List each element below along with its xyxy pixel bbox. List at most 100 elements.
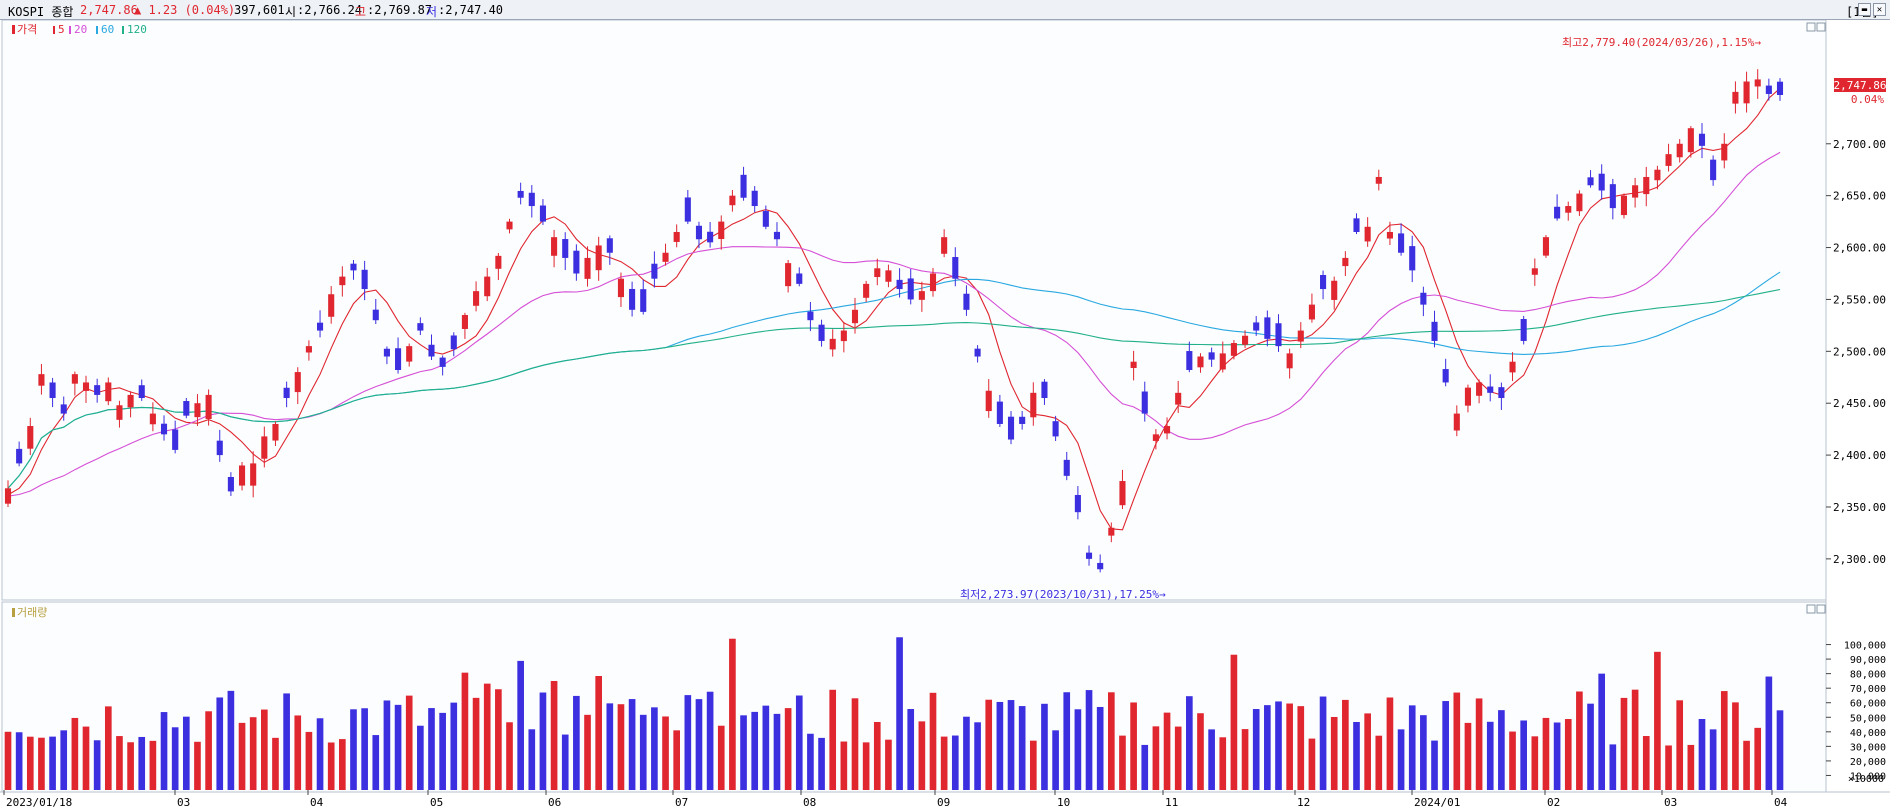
candle-body bbox=[684, 197, 691, 222]
pane-minimize-icon[interactable] bbox=[1806, 22, 1816, 32]
candle-body bbox=[1620, 195, 1628, 216]
candle-body bbox=[1476, 382, 1483, 396]
candle-body bbox=[1297, 330, 1304, 342]
price-tick-label: 2,550.00 bbox=[1833, 293, 1886, 306]
candle-body bbox=[1531, 268, 1538, 275]
ma-line-ma5 bbox=[7, 87, 1781, 531]
candle-body bbox=[751, 190, 758, 207]
candle-body bbox=[595, 245, 602, 271]
legend-swatch-ma5 bbox=[53, 26, 55, 34]
candle-body bbox=[929, 273, 937, 292]
volume-bar bbox=[1063, 692, 1071, 790]
candle-body bbox=[305, 346, 312, 353]
volume-bar bbox=[1620, 697, 1628, 790]
candle-body bbox=[1453, 413, 1460, 431]
x-tick-label: 06 bbox=[548, 796, 561, 809]
volume-bar bbox=[595, 676, 602, 790]
candle-body bbox=[1052, 421, 1059, 437]
candle-body bbox=[272, 423, 279, 441]
volume-bar bbox=[461, 672, 469, 790]
volume-legend: 거래량 bbox=[12, 606, 47, 619]
volume-bar bbox=[1420, 715, 1427, 790]
volume-bar bbox=[116, 736, 123, 790]
volume-tick-label: 10,000 bbox=[1850, 771, 1886, 782]
candle-body bbox=[1375, 176, 1382, 184]
legend-swatch-ma120 bbox=[122, 26, 124, 34]
price-tick-label: 2,450.00 bbox=[1833, 397, 1886, 410]
volume-bar bbox=[1286, 703, 1293, 790]
candle-body bbox=[952, 257, 959, 279]
candle-body bbox=[1509, 361, 1516, 373]
candle-body bbox=[1108, 527, 1115, 536]
volume-bar bbox=[294, 715, 302, 790]
candle-body bbox=[573, 250, 580, 274]
volume-bar bbox=[1542, 717, 1550, 790]
volume-bar bbox=[1386, 697, 1394, 790]
volume-bar bbox=[1152, 726, 1160, 790]
volume-bar bbox=[1163, 712, 1171, 790]
pane-close-icon[interactable] bbox=[1816, 22, 1826, 32]
volume-bar bbox=[205, 711, 212, 790]
volume-bar bbox=[261, 709, 268, 790]
volume-bar bbox=[851, 698, 859, 790]
legend-swatch-volume bbox=[12, 608, 15, 617]
candle-body bbox=[785, 263, 792, 287]
candle-body bbox=[82, 382, 90, 391]
volume-bar bbox=[495, 689, 502, 790]
volume-bar bbox=[1330, 716, 1338, 790]
candle-body bbox=[874, 268, 881, 278]
volume-tick-label: 70,000 bbox=[1850, 684, 1886, 695]
candle-body bbox=[1253, 322, 1260, 331]
volume-pane-minimize-icon[interactable] bbox=[1806, 604, 1816, 614]
volume-bar bbox=[1252, 709, 1260, 790]
volume-bar bbox=[639, 714, 647, 790]
legend-price: 가격 bbox=[17, 23, 37, 36]
volume-bar bbox=[929, 692, 937, 790]
legend-ma60: 60 bbox=[101, 23, 114, 36]
volume-bar bbox=[249, 717, 257, 790]
volume-pane-close-icon[interactable] bbox=[1816, 604, 1826, 614]
volume-bar bbox=[651, 707, 658, 790]
candle-body bbox=[1643, 176, 1650, 195]
candle-body bbox=[1520, 319, 1527, 341]
volume-bar bbox=[1219, 737, 1227, 790]
candle-body bbox=[294, 372, 301, 393]
candle-body bbox=[1230, 343, 1237, 356]
candle-body bbox=[762, 211, 769, 227]
volume-bar bbox=[160, 712, 168, 790]
volume-bar bbox=[740, 715, 747, 790]
x-tick-label: 07 bbox=[675, 796, 688, 809]
candle-body bbox=[1286, 353, 1293, 369]
volume-bar bbox=[918, 721, 926, 790]
volume-bar bbox=[1107, 692, 1115, 790]
volume-bar bbox=[327, 742, 335, 790]
candle-body bbox=[1353, 218, 1360, 232]
candle-body bbox=[996, 401, 1003, 424]
close-icon[interactable]: ✕ bbox=[1873, 3, 1886, 16]
chart-header-bar: KOSPI 종합 2,747.86 ▲ 1.23 (0.04%) 397,601… bbox=[0, 0, 1890, 20]
volume-bar bbox=[684, 695, 692, 790]
candle-body bbox=[317, 322, 324, 331]
x-tick-label: 05 bbox=[430, 796, 443, 809]
volume-bar bbox=[550, 680, 558, 790]
candle-body bbox=[1442, 369, 1449, 383]
chart-svg: 2,300.00 2,350.00 2,400.00 2,450.00 2,500.00… bbox=[0, 20, 1890, 811]
candle-body bbox=[227, 476, 234, 492]
candle-body bbox=[1386, 231, 1393, 239]
volume-bar bbox=[483, 683, 491, 790]
volume-bar bbox=[49, 736, 56, 790]
candle-body bbox=[1074, 494, 1081, 513]
volume-bar bbox=[963, 716, 970, 790]
candle-body bbox=[1632, 185, 1639, 198]
volume-bar bbox=[506, 722, 513, 790]
candle-body bbox=[473, 291, 480, 306]
candle-body bbox=[138, 385, 145, 399]
ma-line-ma120 bbox=[7, 288, 1781, 489]
volume-bar bbox=[194, 741, 201, 790]
volume-bar bbox=[818, 737, 825, 790]
minimize-icon[interactable]: ▬ bbox=[1858, 3, 1871, 16]
volume-bar bbox=[1475, 698, 1483, 790]
candle-body bbox=[60, 404, 67, 414]
volume-bar bbox=[573, 695, 580, 790]
volume-bar bbox=[138, 736, 146, 790]
